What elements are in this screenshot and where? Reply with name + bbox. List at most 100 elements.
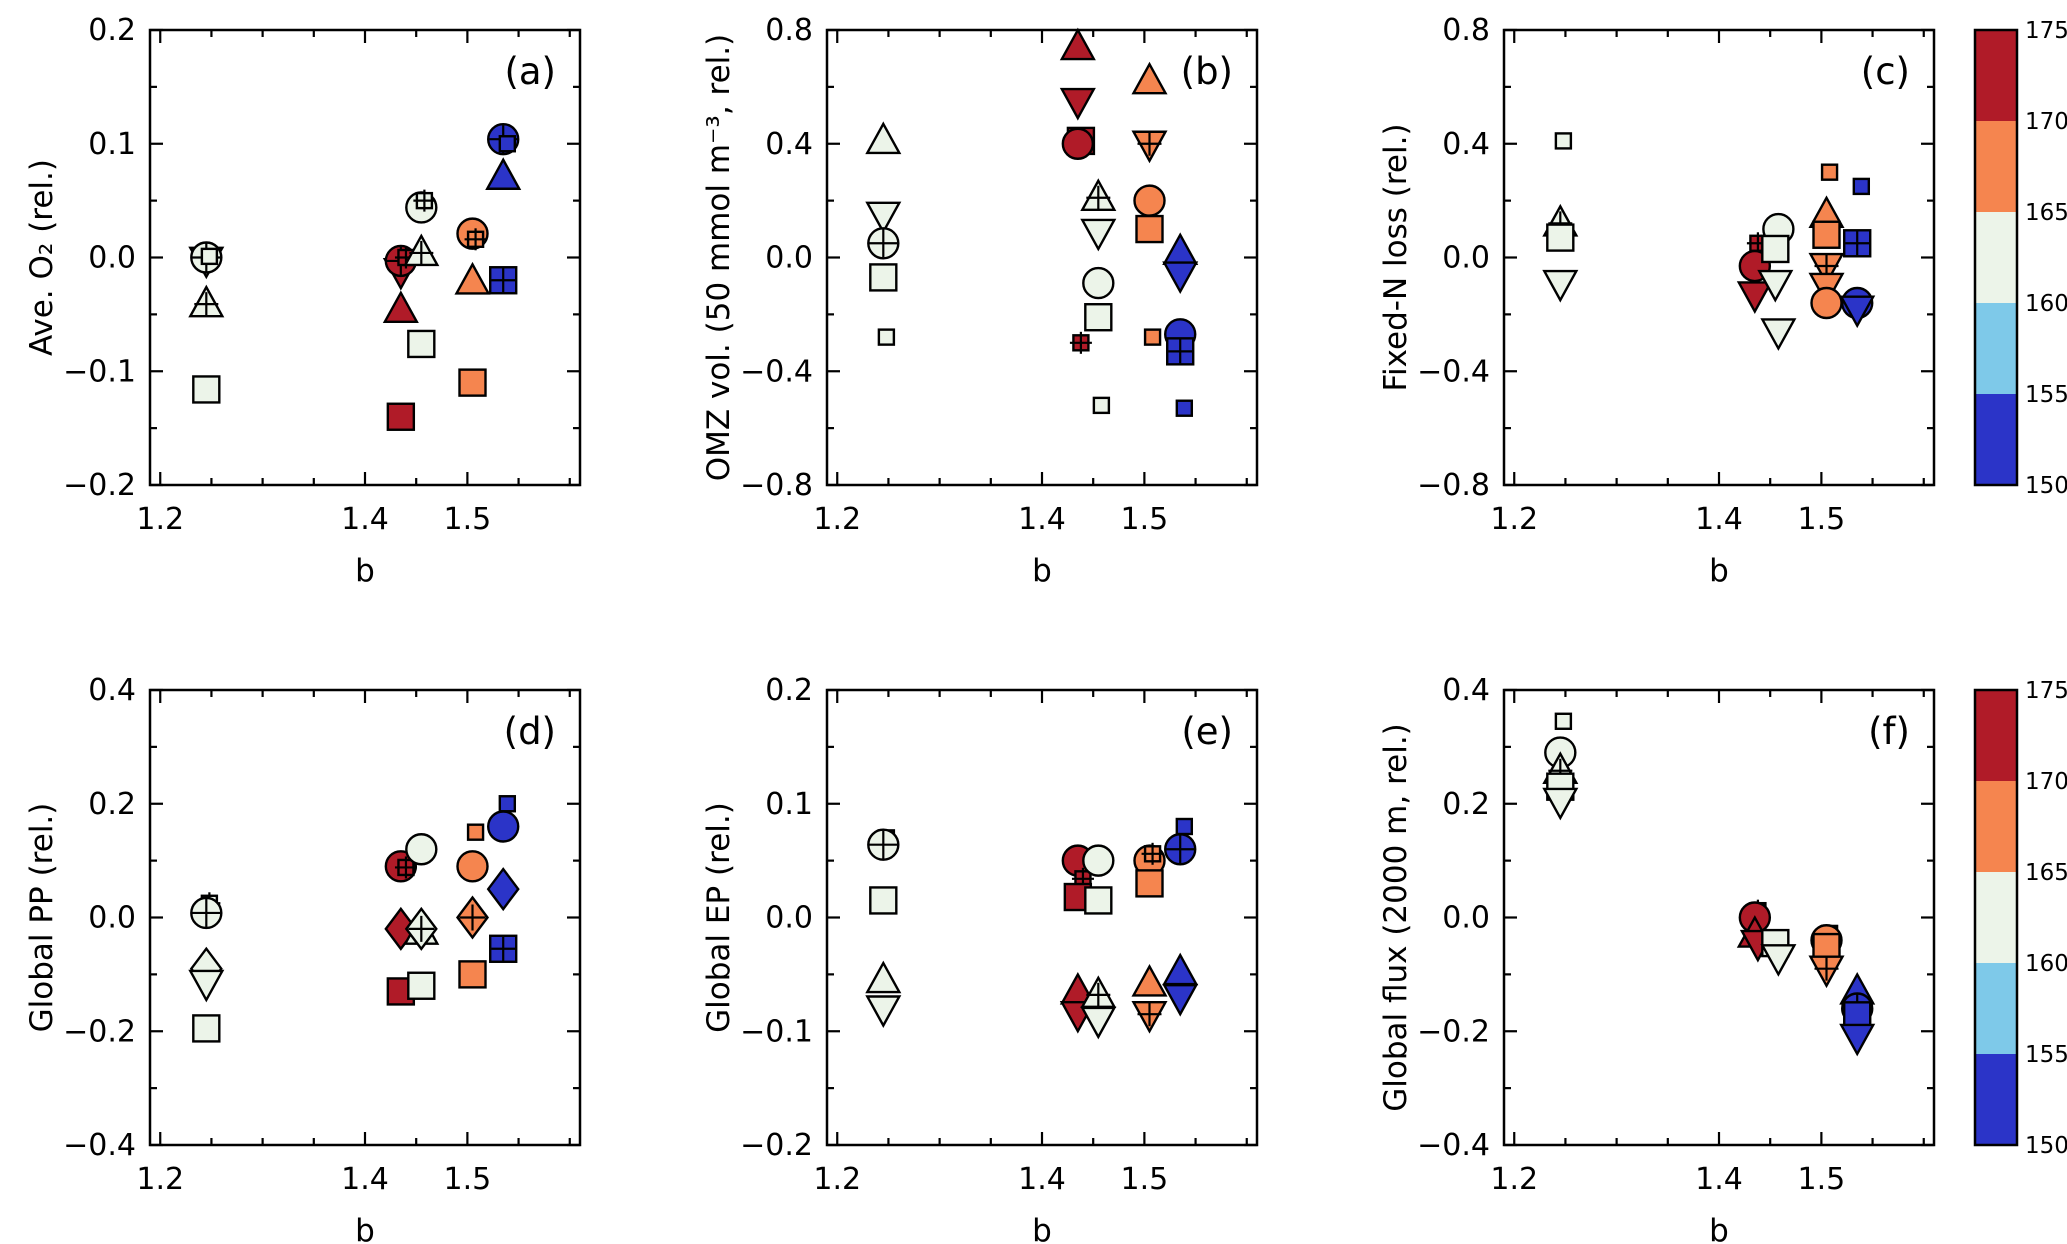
y-tick-label: 0.2 [765, 673, 813, 708]
marker-circle [456, 850, 489, 883]
y-tick-label: −0.2 [1417, 1014, 1490, 1049]
x-tick-label: 1.2 [1490, 1162, 1538, 1197]
marker-triangle-down [1059, 87, 1096, 121]
panel-frame [1502, 28, 1936, 487]
colorbar-band [1975, 1054, 2017, 1145]
y-tick-label: 0.2 [88, 787, 136, 822]
y-tick-label: −0.1 [740, 1014, 813, 1049]
marker-plus-icon [1166, 835, 1195, 864]
colorbar-tick-label: 165 [2025, 200, 2067, 226]
x-axis-label: b [1709, 553, 1729, 589]
x-axis-label: b [355, 553, 375, 589]
x-axis-label: b [1032, 1213, 1052, 1244]
marker-triangle-up [382, 290, 419, 324]
x-tick-label: 1.2 [813, 1162, 861, 1197]
marker-square [1084, 303, 1113, 332]
x-tick-label: 1.5 [1798, 1162, 1846, 1197]
x-tick-label: 1.2 [813, 502, 861, 537]
colorbar: 150 155 160 165 170 175 [1973, 678, 2067, 1159]
marker-plus-icon [459, 904, 486, 931]
marker-square [1135, 214, 1164, 244]
marker-plus-icon [194, 292, 219, 317]
marker-plus-icon [1137, 1002, 1162, 1027]
marker-square-small [498, 135, 517, 153]
x-tick-label: 1.4 [1695, 502, 1743, 537]
marker-triangle-up [865, 121, 902, 155]
colorbar-frame [1973, 688, 2019, 1147]
marker-square-small [1820, 163, 1839, 181]
marker-triangle-down [1080, 1006, 1117, 1040]
y-tick-label: 0.0 [88, 241, 136, 276]
colorbar-tick-label: 150 [2025, 473, 2067, 499]
panel-f: 1.2 1.4 1.5 −0.4 −0.2 0.0 0.2 0.4 b Global flux (… [1378, 673, 1936, 1244]
y-tick-label: −0.8 [740, 468, 813, 503]
colorbar-tick-label: 155 [2025, 382, 2067, 408]
marker-triangle-down [1760, 318, 1797, 351]
marker-square-small [1175, 817, 1194, 836]
panel-d: 1.2 1.4 1.5 −0.4 −0.2 0.0 0.2 0.4 b Global PP (re… [24, 673, 582, 1244]
y-tick-label: 0.0 [88, 901, 136, 936]
marker-square-small [498, 795, 517, 813]
colorbar-band [1975, 303, 2017, 394]
y-tick-label: −0.2 [63, 468, 136, 503]
marker-square [386, 402, 416, 431]
colorbar-band [1975, 212, 2017, 303]
marker-square [407, 329, 436, 359]
marker-square-small [1852, 177, 1871, 196]
colorbar: 150 155 160 165 170 175 [1973, 18, 2067, 499]
y-tick-label: −0.4 [63, 1128, 136, 1163]
panel-letter: (c) [1861, 50, 1910, 93]
marker-square-small [877, 328, 896, 346]
colorbar-tick-label: 175 [2025, 18, 2067, 44]
y-tick-label: 0.8 [765, 13, 813, 48]
y-tick-label: −0.2 [740, 1128, 813, 1163]
panel-e: 1.2 1.4 1.5 −0.2 −0.1 0.0 0.1 0.2 b Global EP (re… [701, 673, 1259, 1244]
colorbar-frame [1973, 28, 2019, 487]
marker-triangle-down [1542, 269, 1579, 303]
panel-c: 1.2 1.4 1.5 −0.8 −0.4 0.0 0.4 0.8 b Fixed-N loss … [1378, 13, 1936, 589]
y-tick-label: 0.1 [88, 127, 136, 162]
x-tick-label: 1.2 [136, 502, 184, 537]
x-tick-label: 1.2 [136, 1162, 184, 1197]
y-tick-label: −0.4 [1417, 1128, 1490, 1163]
colorbar-band [1975, 781, 2017, 872]
y-axis-label: Global flux (2000 m, rel.) [1378, 723, 1414, 1112]
y-tick-label: −0.2 [63, 1014, 136, 1049]
marker-circle [1810, 286, 1843, 320]
colorbar-tick-label: 150 [2025, 1133, 2067, 1159]
marker-triangle-down [1839, 1023, 1876, 1057]
marker-square-small [1143, 328, 1162, 346]
marker-triangle-down [1736, 281, 1773, 314]
y-axis-label: Global PP (rel.) [24, 803, 60, 1033]
marker-square-small [1554, 712, 1573, 730]
y-tick-label: 0.0 [765, 241, 813, 276]
x-tick-label: 1.2 [1490, 502, 1538, 537]
marker-plus-icon [408, 915, 435, 942]
y-tick-label: 0.2 [88, 13, 136, 48]
y-tick-label: 0.0 [1442, 241, 1490, 276]
marker-plus-icon [1845, 231, 1870, 256]
marker-plus-icon [413, 189, 436, 212]
marker-square [1812, 220, 1841, 249]
marker-square [407, 971, 436, 1000]
x-tick-label: 1.4 [1018, 502, 1066, 537]
marker-square-small [1092, 396, 1111, 415]
marker-plus-icon [869, 229, 898, 258]
marker-square-small [1554, 132, 1573, 150]
colorbar-band [1975, 690, 2017, 781]
marker-circle [487, 810, 520, 843]
x-tick-label: 1.4 [1695, 1162, 1743, 1197]
colorbar-tick-label: 165 [2025, 860, 2067, 886]
marker-square [869, 886, 898, 915]
y-axis-label: Fixed-N loss (rel.) [1378, 123, 1414, 391]
marker-plus-icon [869, 830, 898, 859]
marker-square [869, 263, 898, 292]
x-axis-label: b [1709, 1213, 1729, 1244]
x-tick-label: 1.5 [1121, 1162, 1169, 1197]
marker-triangle-down [1760, 944, 1797, 977]
marker-plus-icon [491, 268, 516, 293]
x-tick-label: 1.4 [341, 502, 389, 537]
colorbar-band [1975, 394, 2017, 485]
